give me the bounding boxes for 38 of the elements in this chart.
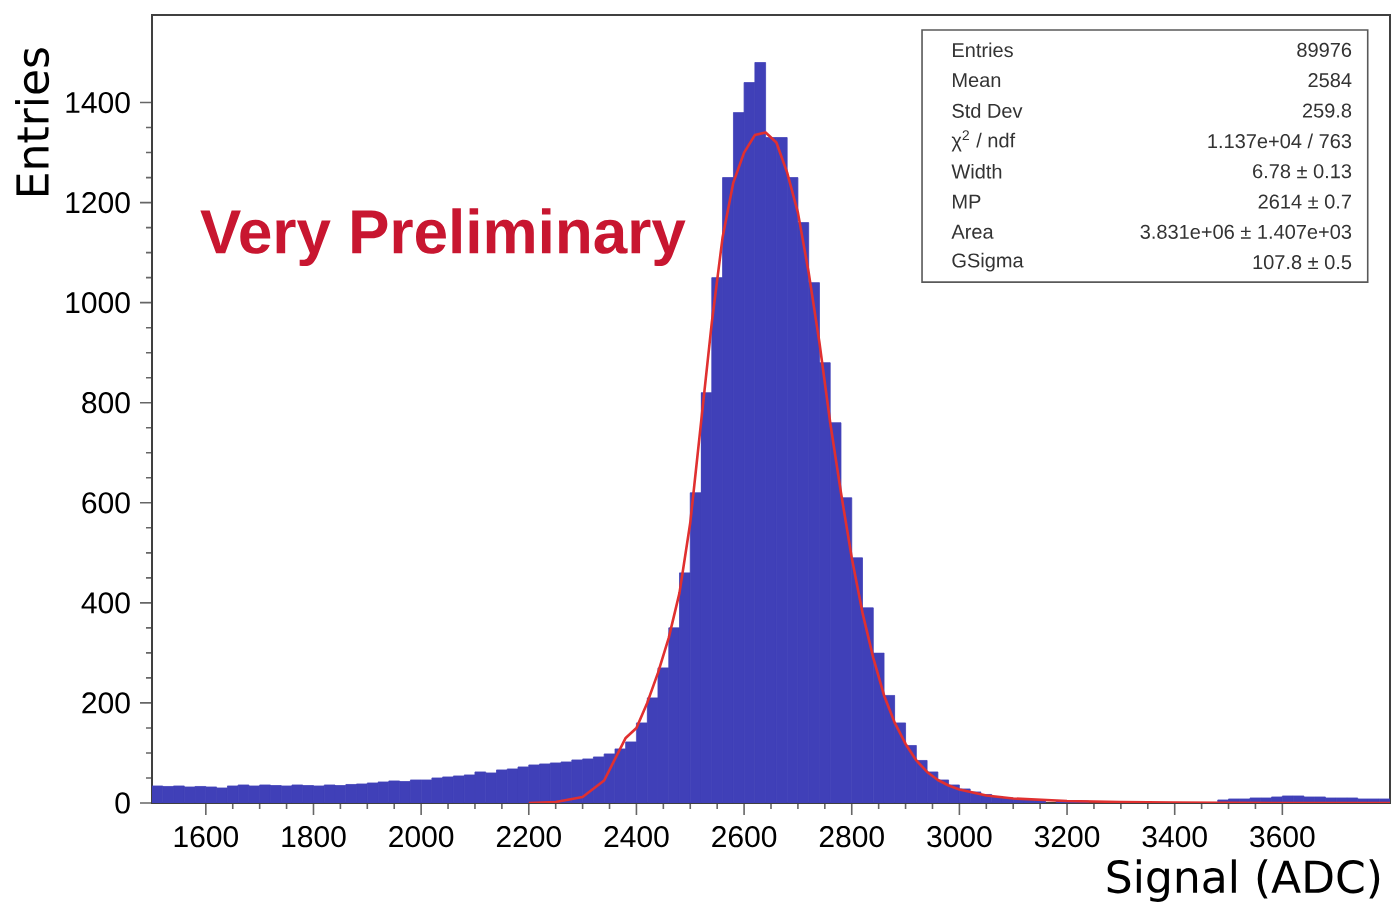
annotation: 2584 [1308,73,1352,88]
annotation: Mean [953,73,1001,88]
y-tick-label: 200 [82,692,130,714]
x-tick-label: 1800 [282,826,346,848]
annotation: 259.8 [1302,103,1352,118]
x-tick-label: 3400 [1142,826,1207,848]
y-tick-label: 1400 [66,91,130,114]
y-tick-label: 0 [115,792,130,814]
y-tick-label: 1000 [66,292,130,314]
annotation: 1.137e+04 / 763 [1208,133,1352,149]
y-tick-label: 400 [81,592,130,614]
annotation: 2614 ± 0.7 [1258,194,1351,209]
x-tick-label: 3000 [927,826,992,848]
annotation: 89976 [1297,42,1352,57]
x-tick-label: 2400 [604,826,669,848]
x-tick-label: 1600 [174,826,238,848]
annotation: Width [951,163,1002,179]
x-tick-label: 2800 [819,826,884,848]
x-axis-title: Signal (ADC) [1107,859,1380,902]
y-tick-label: 1200 [66,191,130,214]
x-tick-label: 3600 [1250,826,1315,848]
annotation: GSigma [952,252,1024,272]
annotation: χ$^{2}$ / ndf [951,130,1016,152]
y-tick-label: 800 [82,392,130,414]
annotation: 6.78 ± 0.13 [1253,164,1352,179]
x-tick-label: 2200 [496,826,561,848]
annotation: MP [953,194,981,209]
x-tick-label: 2600 [712,826,777,848]
y-tick-label: 600 [82,492,130,514]
annotation: Std Dev [952,103,1023,118]
x-tick-label: 3200 [1034,826,1100,848]
y-axis-title: Entries [15,48,50,195]
annotation: Entries [953,42,1013,58]
annotation: Area [951,224,994,239]
annotation: 107.8 ± 0.5 [1253,255,1352,270]
x-tick-label: 2000 [389,826,454,848]
annotation: Very Preliminary [200,208,686,267]
annotation: 3.831e+06 ± 1.407e+03 [1140,224,1352,239]
